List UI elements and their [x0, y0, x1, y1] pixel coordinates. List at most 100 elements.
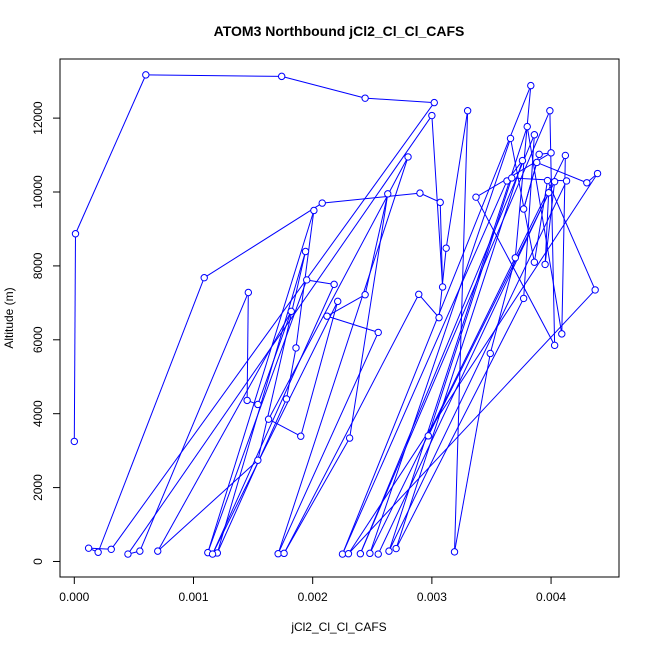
- series-segment: [277, 332, 379, 554]
- data-point: [404, 153, 412, 161]
- data-point: [385, 547, 393, 555]
- data-point: [292, 344, 300, 352]
- series-segment: [427, 177, 513, 437]
- series-segment: [73, 233, 76, 442]
- series-segment: [300, 301, 339, 437]
- data-point: [591, 286, 599, 294]
- data-point: [450, 548, 459, 556]
- data-point: [282, 395, 291, 403]
- data-point: [544, 189, 553, 197]
- data-point: [486, 349, 494, 358]
- series-segment: [359, 134, 535, 554]
- data-point: [71, 230, 80, 238]
- data-point: [274, 550, 282, 558]
- data-point: [154, 547, 162, 555]
- data-point: [550, 341, 559, 350]
- series-segment: [157, 311, 292, 552]
- series-segment: [216, 251, 307, 554]
- series-segment: [388, 126, 528, 552]
- series-segment: [348, 289, 596, 555]
- series-segment: [369, 138, 512, 554]
- data-point: [200, 274, 208, 282]
- series-segment: [510, 138, 535, 263]
- y-tick-label: 4000: [31, 400, 45, 427]
- data-point: [583, 179, 591, 187]
- data-point: [562, 177, 571, 185]
- data-point: [318, 199, 326, 207]
- data-point: [124, 550, 132, 558]
- data-point: [254, 456, 262, 464]
- y-tick-label: 12000: [31, 101, 45, 135]
- data-point: [244, 288, 253, 297]
- data-point: [547, 149, 555, 157]
- series-segment: [110, 102, 435, 550]
- series-segment: [454, 353, 491, 552]
- series-segment: [526, 126, 563, 334]
- series-points: [70, 71, 602, 558]
- data-point: [428, 111, 436, 120]
- data-point: [344, 550, 353, 558]
- data-point: [463, 107, 472, 115]
- data-point: [533, 158, 541, 167]
- data-point: [287, 307, 295, 316]
- data-point: [508, 174, 516, 182]
- series-segment: [212, 284, 335, 555]
- series-segment: [514, 85, 532, 258]
- data-point: [94, 548, 102, 556]
- data-point: [550, 177, 559, 186]
- data-point: [303, 276, 311, 284]
- series-segment: [207, 210, 315, 553]
- y-tick-label: 8000: [31, 252, 45, 279]
- data-point: [345, 434, 354, 442]
- series-segment: [438, 248, 447, 318]
- series-segment: [544, 192, 550, 265]
- data-point: [506, 134, 515, 143]
- series-segment: [257, 251, 307, 461]
- series-segment: [349, 193, 389, 439]
- data-point: [310, 206, 318, 215]
- x-tick-label: 0.000: [59, 590, 89, 604]
- series-segment: [268, 418, 301, 437]
- data-point: [558, 330, 566, 338]
- series-segment: [418, 294, 440, 318]
- series-segment: [395, 298, 525, 549]
- data-point: [392, 544, 400, 553]
- data-point: [297, 432, 305, 440]
- data-point: [546, 107, 554, 115]
- series-segment: [377, 192, 550, 555]
- y-tick-label: 6000: [31, 326, 45, 353]
- data-point: [530, 258, 539, 266]
- y-axis-label: Altitude (m): [2, 287, 16, 348]
- x-tick-label: 0.003: [417, 590, 447, 604]
- data-point: [519, 205, 528, 213]
- data-point: [356, 550, 365, 558]
- series-segment: [348, 173, 598, 554]
- series-segment: [364, 193, 389, 295]
- series-segment: [145, 74, 282, 77]
- data-point: [323, 312, 331, 320]
- series-segment: [212, 301, 339, 555]
- data-point: [254, 400, 262, 409]
- x-axis: 0.000 0.001 0.002 0.003 0.004: [59, 576, 566, 604]
- data-point: [442, 244, 450, 252]
- data-point: [277, 72, 286, 81]
- y-tick-label: 10000: [31, 175, 45, 209]
- series-segment: [285, 347, 297, 400]
- series-segment: [369, 155, 566, 554]
- data-point: [107, 545, 115, 553]
- data-point: [330, 280, 338, 289]
- series-segment: [549, 110, 556, 346]
- data-point: [415, 290, 423, 299]
- x-tick-label: 0.004: [536, 590, 566, 604]
- series-lines: [73, 74, 598, 555]
- series-segment: [475, 196, 556, 346]
- data-point: [334, 297, 342, 306]
- data-point: [280, 549, 288, 558]
- data-point: [535, 150, 543, 159]
- data-point: [519, 294, 528, 303]
- data-point: [511, 254, 520, 262]
- x-tick-label: 0.002: [298, 590, 328, 604]
- series-segment: [536, 161, 588, 184]
- series-segment: [489, 257, 516, 354]
